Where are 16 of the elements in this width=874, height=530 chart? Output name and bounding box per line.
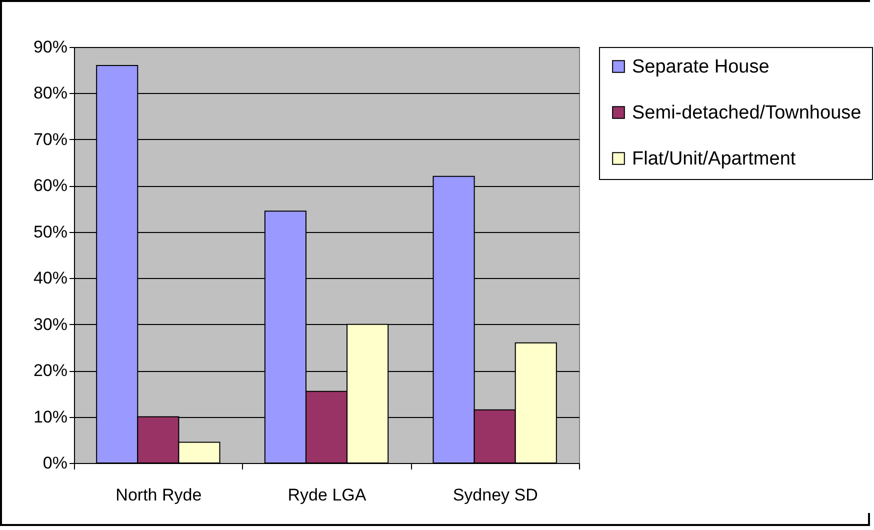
legend-label: Separate House xyxy=(632,56,770,78)
x-tick-label: Ryde LGA xyxy=(288,486,367,504)
y-tick-label: 20% xyxy=(33,361,68,380)
y-tick-label: 10% xyxy=(33,407,68,426)
y-tick-label: 70% xyxy=(33,130,68,149)
x-tick-label: Sydney SD xyxy=(452,486,538,504)
legend-label: Flat/Unit/Apartment xyxy=(632,148,796,170)
legend-label: Semi-detached/Townhouse xyxy=(632,102,862,124)
y-tick-label: 80% xyxy=(33,84,68,103)
x-tick-label: North Ryde xyxy=(116,486,202,504)
y-tick-label: 40% xyxy=(33,268,68,288)
y-tick-label: 90% xyxy=(33,38,68,56)
y-tick-label: 60% xyxy=(33,176,68,196)
y-tick-label: 30% xyxy=(33,314,68,334)
y-tick-label: 0% xyxy=(42,454,68,472)
y-tick-label: 50% xyxy=(33,222,68,242)
